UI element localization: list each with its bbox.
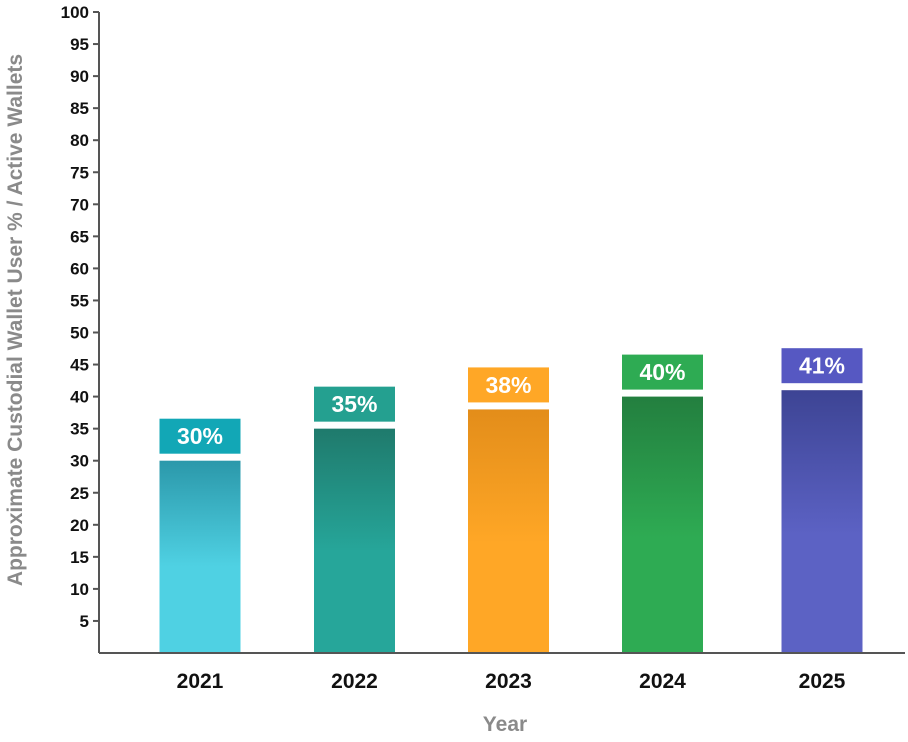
- x-tick-label-2023: 2023: [485, 670, 532, 693]
- y-tick-label: 95: [70, 35, 89, 54]
- data-label-box: [159, 418, 241, 454]
- y-tick-label: 45: [70, 356, 89, 375]
- y-tick-label: 65: [70, 227, 89, 246]
- y-tick-label: 70: [70, 195, 89, 214]
- y-tick-label: 85: [70, 99, 89, 118]
- y-axis-title: Approximate Custodial Wallet User % / Ac…: [4, 54, 27, 586]
- x-tick-labels: 2021 2022 2023 2024 2025: [177, 670, 846, 693]
- bars-layer: [159, 390, 863, 653]
- x-tick-label-2024: 2024: [639, 670, 686, 693]
- y-tick-label: 20: [70, 516, 89, 535]
- data-label-2024: 40%: [639, 359, 685, 385]
- data-label-2023: 38%: [485, 372, 531, 398]
- y-tick-label: 35: [70, 420, 89, 439]
- y-tick-label: 75: [70, 163, 89, 182]
- bar-2021: [159, 460, 241, 653]
- bar-2022: [314, 428, 395, 653]
- y-tick-label: 80: [70, 131, 89, 150]
- data-label-2021: 30%: [177, 423, 223, 449]
- bar-2023: [468, 409, 549, 653]
- x-tick-label-2021: 2021: [177, 670, 224, 693]
- y-tick-label: 25: [70, 484, 89, 503]
- y-tick-label: 50: [70, 324, 89, 343]
- y-tick-label: 15: [70, 548, 89, 567]
- bar-2024: [622, 396, 703, 653]
- y-ticks: 5 10 15 20 25 30 35 40 45 50 55 60 65 70 75 80 85 90 95 100: [61, 3, 99, 631]
- data-labels: 30% 35% 38% 40% 41%: [159, 348, 863, 454]
- bar-2025: [781, 390, 863, 653]
- data-label-box: [468, 367, 549, 403]
- y-tick-label: 60: [70, 259, 89, 278]
- y-tick-label: 100: [61, 3, 89, 22]
- x-axis-title: Year: [483, 713, 527, 736]
- y-tick-label: 55: [70, 291, 89, 310]
- y-tick-label: 40: [70, 388, 89, 407]
- y-tick-label: 10: [70, 580, 89, 599]
- data-label-2022: 35%: [331, 391, 377, 417]
- data-label-box: [314, 386, 395, 422]
- data-label-2025: 41%: [799, 353, 845, 379]
- y-tick-label: 30: [70, 452, 89, 471]
- data-label-box: [622, 354, 703, 390]
- x-tick-label-2022: 2022: [331, 670, 378, 693]
- y-tick-label: 5: [80, 612, 89, 631]
- y-tick-label: 90: [70, 67, 89, 86]
- x-tick-label-2025: 2025: [799, 670, 846, 693]
- data-label-box: [781, 348, 863, 384]
